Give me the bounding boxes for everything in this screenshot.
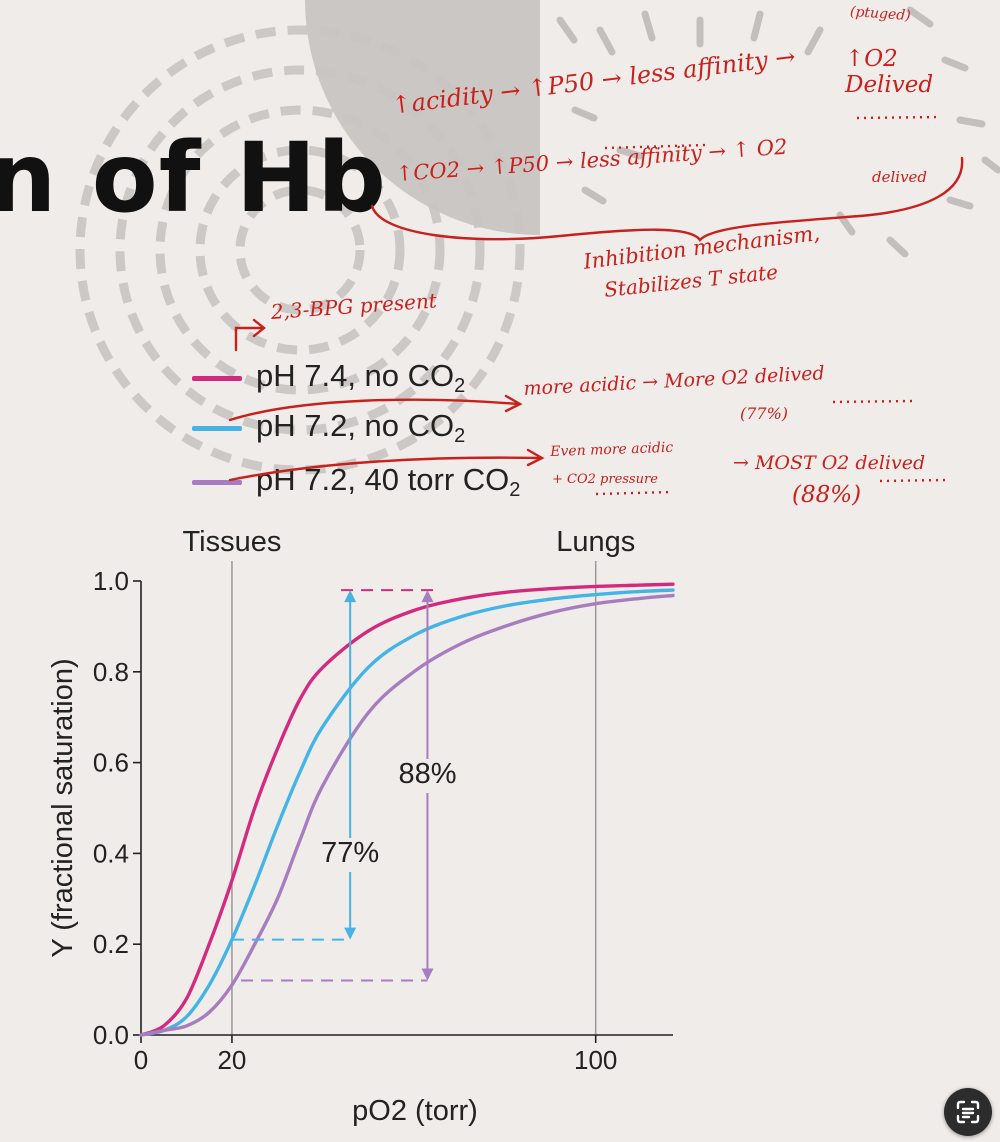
delivery-arrow-head-bottom <box>421 968 434 981</box>
legend-swatch-ph72 <box>192 425 242 431</box>
y-tick-label: 0.0 <box>93 1020 129 1050</box>
y-tick-label: 0.4 <box>93 838 129 868</box>
text-scan-icon <box>956 1100 980 1124</box>
note-88: (88%) <box>792 482 862 508</box>
delivery-label-bg <box>389 759 466 793</box>
note-77: (77%) <box>740 404 789 423</box>
note-co2-tail: delived <box>872 168 928 186</box>
y-tick-label: 0.6 <box>93 748 129 778</box>
y-tick-label: 0.2 <box>93 929 129 959</box>
x-axis-label: pO2 (torr) <box>352 1095 478 1127</box>
legend-swatch-ph72-co2 <box>192 479 242 485</box>
delivery-label: 77% <box>321 837 379 869</box>
legend-item: pH 7.4, no CO2 <box>192 356 465 400</box>
live-text-button[interactable] <box>944 1088 992 1136</box>
bg-arc-pattern <box>75 25 525 475</box>
delivery-label: 88% <box>398 758 456 790</box>
delivery-arrow-head-top <box>421 590 434 603</box>
note-most-o2: → MOST O2 delived <box>733 452 926 474</box>
legend-swatch-ph74 <box>192 375 242 381</box>
y-tick-label: 1.0 <box>93 566 129 596</box>
y-axis-label: Y (fractional saturation) <box>47 658 79 957</box>
x-tick-label: 100 <box>574 1045 617 1075</box>
reference-line-label: Tissues <box>183 526 282 558</box>
delivery-arrow-head-top <box>344 590 357 603</box>
y-tick-label: 0.8 <box>93 657 129 687</box>
delivery-arrow-head-bottom <box>344 927 357 940</box>
delivery-label-bg <box>312 838 389 872</box>
series-line-3 <box>139 593 675 1037</box>
slide-title: n of Hb <box>0 122 387 234</box>
x-tick-label: 0 <box>134 1045 148 1075</box>
note-o2-delivered: ↑O2 Delived <box>845 46 934 98</box>
series-line-2 <box>139 588 675 1037</box>
x-tick-label: 20 <box>217 1045 246 1075</box>
note-co2-pressure: + CO2 pressure <box>552 472 658 487</box>
series-line-1 <box>139 582 675 1037</box>
legend-label: pH 7.4, no CO2 <box>256 358 466 397</box>
reference-line-label: Lungs <box>556 526 635 558</box>
